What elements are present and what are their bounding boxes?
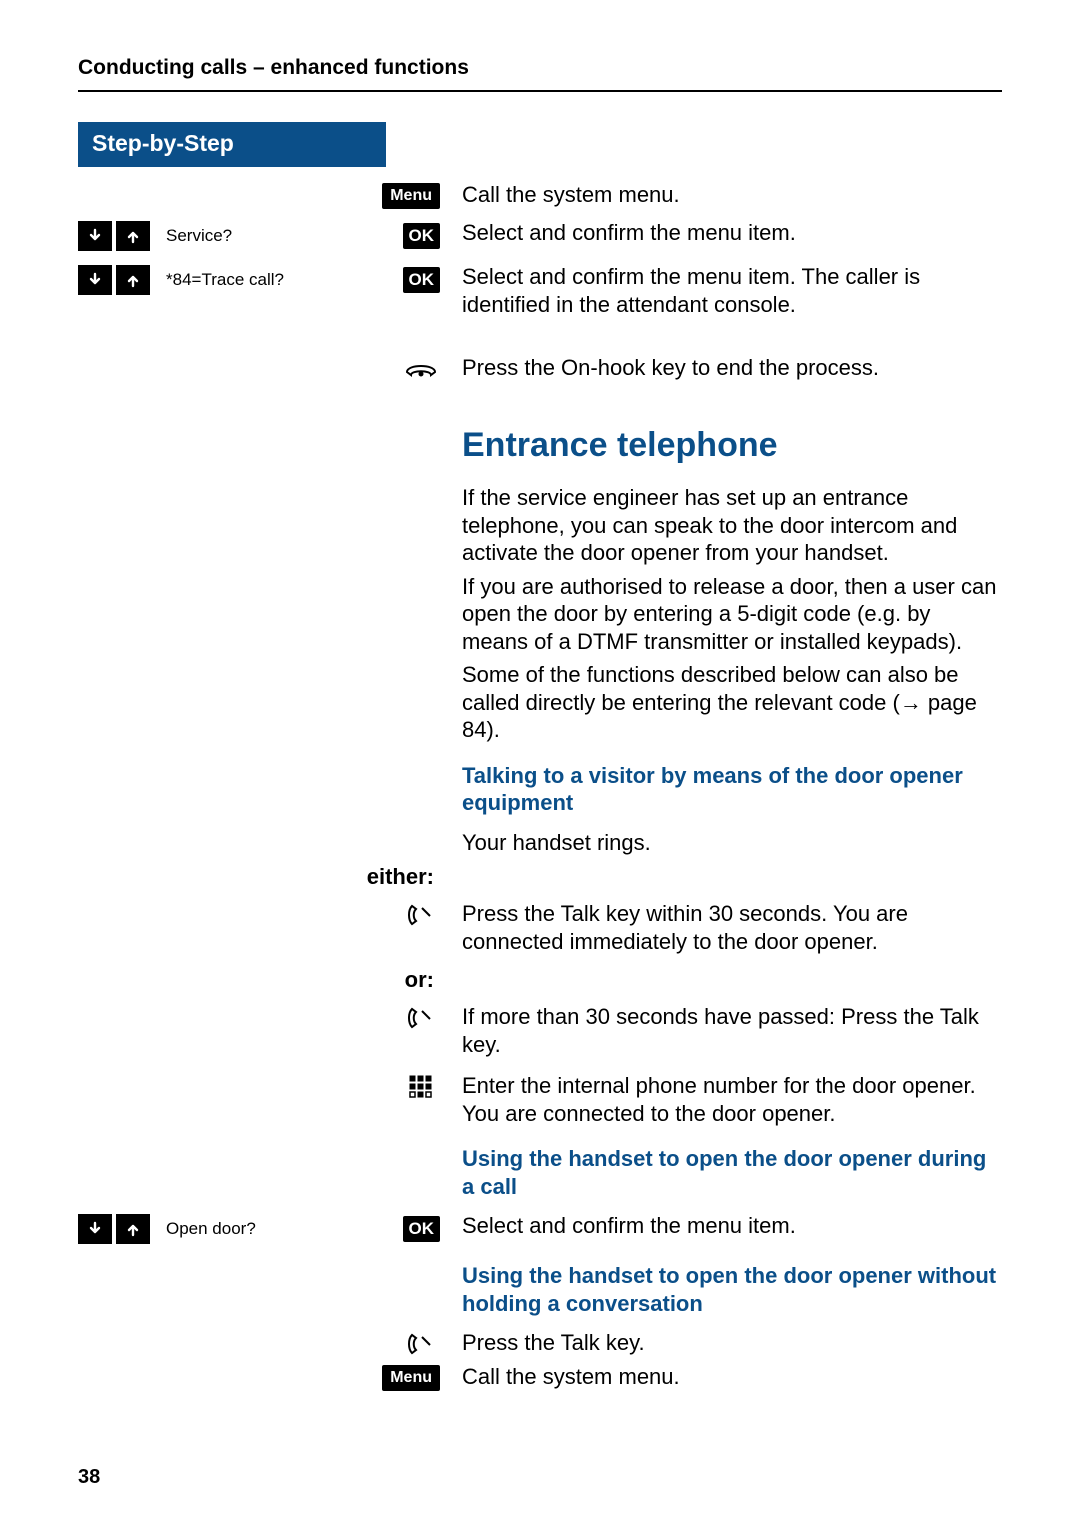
- label-either: either:: [78, 864, 440, 890]
- row-press-talk: Press the Talk key.: [78, 1329, 1002, 1357]
- menu-item-service: Service?: [160, 226, 393, 246]
- arrow-right-icon: →: [900, 690, 922, 715]
- nav-arrows[interactable]: [78, 265, 150, 295]
- on-hook-icon: [402, 356, 440, 380]
- row-p2: If you are authorised to release a door,…: [78, 573, 1002, 656]
- row-or: or:: [78, 965, 1002, 993]
- row-p1: If the service engineer has set up an en…: [78, 484, 1002, 567]
- heading-entrance-telephone: Entrance telephone: [462, 424, 1002, 467]
- text-trace-desc: Select and confirm the menu item. The ca…: [462, 263, 1002, 318]
- heading-open-without-call: Using the handset to open the door opene…: [462, 1262, 1002, 1317]
- arrow-down-icon[interactable]: [78, 265, 112, 295]
- row-h3-during: Using the handset to open the door opene…: [78, 1127, 1002, 1212]
- row-h3-without: Using the handset to open the door opene…: [78, 1244, 1002, 1329]
- text-p1: If the service engineer has set up an en…: [462, 484, 1002, 567]
- keypad-icon: [402, 1074, 440, 1104]
- talk-key-icon: [402, 1331, 440, 1357]
- arrow-up-icon[interactable]: [116, 1214, 150, 1244]
- row-h3-talk: Talking to a visitor by means of the doo…: [78, 744, 1002, 829]
- row-sbs-header: Step-by-Step: [78, 120, 1002, 167]
- text-onhook: Press the On-hook key to end the process…: [462, 354, 1002, 382]
- text-press-talk: Press the Talk key.: [462, 1329, 1002, 1357]
- arrow-down-icon[interactable]: [78, 221, 112, 251]
- row-menu: Menu Call the system menu.: [78, 181, 1002, 209]
- page-number: 38: [78, 1466, 100, 1489]
- menu-button[interactable]: Menu: [382, 1365, 440, 1391]
- heading-open-during-call: Using the handset to open the door opene…: [462, 1145, 1002, 1200]
- menu-item-open-door: Open door?: [160, 1219, 393, 1239]
- text-call-menu-2: Call the system menu.: [462, 1363, 1002, 1391]
- row-p3: Some of the functions described below ca…: [78, 661, 1002, 744]
- page: Conducting calls – enhanced functions St…: [0, 0, 1080, 1529]
- ok-button[interactable]: OK: [403, 1216, 441, 1242]
- row-open-door: Open door? OK Select and confirm the men…: [78, 1212, 1002, 1244]
- row-talk30: Press the Talk key within 30 seconds. Yo…: [78, 900, 1002, 955]
- row-menu-2: Menu Call the system menu.: [78, 1363, 1002, 1391]
- row-onhook: Press the On-hook key to end the process…: [78, 354, 1002, 382]
- ok-button[interactable]: OK: [403, 267, 441, 293]
- talk-key-icon: [402, 902, 440, 928]
- nav-arrows[interactable]: [78, 1214, 150, 1244]
- text-p2: If you are authorised to release a door,…: [462, 573, 1002, 656]
- menu-button[interactable]: Menu: [382, 183, 440, 209]
- heading-talking-visitor: Talking to a visitor by means of the doo…: [462, 762, 1002, 817]
- text-enter-internal: Enter the internal phone number for the …: [462, 1072, 1002, 1127]
- text-select-confirm: Select and confirm the menu item.: [462, 219, 1002, 247]
- text-rings: Your handset rings.: [462, 829, 1002, 857]
- text-select-confirm-2: Select and confirm the menu item.: [462, 1212, 1002, 1240]
- ok-button[interactable]: OK: [403, 223, 441, 249]
- row-keypad: Enter the internal phone number for the …: [78, 1072, 1002, 1127]
- row-after30: If more than 30 seconds have passed: Pre…: [78, 1003, 1002, 1058]
- text-call-menu: Call the system menu.: [462, 181, 1002, 209]
- text-after30: If more than 30 seconds have passed: Pre…: [462, 1003, 1002, 1058]
- menu-item-trace: *84=Trace call?: [160, 270, 393, 290]
- arrow-up-icon[interactable]: [116, 265, 150, 295]
- row-trace: *84=Trace call? OK Select and confirm th…: [78, 263, 1002, 318]
- running-header: Conducting calls – enhanced functions: [78, 56, 1002, 92]
- row-h1: Entrance telephone: [78, 412, 1002, 485]
- nav-arrows[interactable]: [78, 221, 150, 251]
- arrow-down-icon[interactable]: [78, 1214, 112, 1244]
- label-or: or:: [78, 967, 440, 993]
- row-rings: Your handset rings.: [78, 829, 1002, 857]
- text-p3: Some of the functions described below ca…: [462, 661, 1002, 744]
- arrow-up-icon[interactable]: [116, 221, 150, 251]
- step-by-step-header: Step-by-Step: [78, 122, 386, 167]
- text-talk30: Press the Talk key within 30 seconds. Yo…: [462, 900, 1002, 955]
- row-service: Service? OK Select and confirm the menu …: [78, 219, 1002, 251]
- talk-key-icon: [402, 1005, 440, 1031]
- row-either: either:: [78, 862, 1002, 890]
